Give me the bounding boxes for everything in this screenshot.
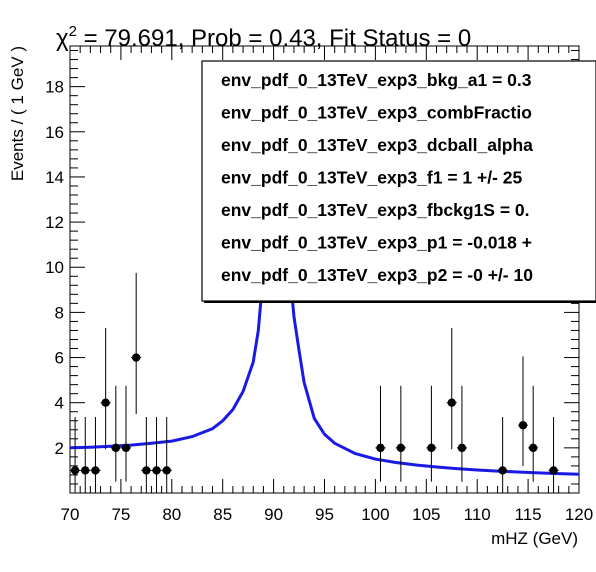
- legend-entry: env_pdf_0_13TeV_exp3_f1 = 1 +/- 25: [221, 168, 523, 188]
- data-point: [81, 466, 89, 474]
- y-tick-label: 10: [45, 258, 64, 277]
- legend-shadow: [204, 301, 596, 303]
- legend-entry: env_pdf_0_13TeV_exp3_bkg_a1 = 0.3: [221, 70, 532, 90]
- data-point: [376, 444, 384, 452]
- data-point: [458, 444, 466, 452]
- data-point: [91, 466, 99, 474]
- x-tick-label: 105: [412, 505, 440, 524]
- data-point: [152, 466, 160, 474]
- x-tick-label: 110: [464, 505, 491, 524]
- legend-entry: env_pdf_0_13TeV_exp3_fbckg1S = 0.: [221, 200, 530, 220]
- legend-entry: env_pdf_0_13TeV_exp3_dcball_alpha: [221, 135, 533, 155]
- x-axis-label: mHZ (GeV): [491, 529, 578, 548]
- x-tick-label: 80: [162, 505, 181, 524]
- data-point: [427, 444, 435, 452]
- y-tick-label: 14: [45, 168, 64, 187]
- data-point: [498, 466, 506, 474]
- x-tick-label: 115: [515, 505, 542, 524]
- data-point: [132, 353, 140, 361]
- x-tick-label: 120: [565, 505, 593, 524]
- y-tick-label: 18: [45, 78, 64, 97]
- legend-entry: env_pdf_0_13TeV_exp3_p2 = -0 +/- 10: [221, 265, 533, 285]
- y-tick-label: 4: [55, 394, 64, 413]
- data-point: [112, 444, 120, 452]
- legend-entry: env_pdf_0_13TeV_exp3_p1 = -0.018 +: [221, 233, 532, 253]
- data-point: [397, 444, 405, 452]
- y-tick-labels: 2 4 6 8 10 12 14 16 18: [45, 78, 64, 458]
- data-point: [142, 466, 150, 474]
- y-axis-label: Events / ( 1 GeV ): [8, 46, 27, 181]
- x-tick-label: 95: [315, 505, 334, 524]
- data-point: [101, 398, 109, 406]
- data-point: [549, 466, 557, 474]
- y-tick-label: 16: [45, 123, 64, 142]
- data-point: [529, 444, 537, 452]
- x-tick-label: 70: [61, 505, 80, 524]
- x-tick-label: 75: [111, 505, 130, 524]
- legend: env_pdf_0_13TeV_exp3_bkg_a1 = 0.3 env_pdf…: [202, 61, 596, 303]
- y-tick-label: 12: [45, 213, 64, 232]
- y-tick-label: 6: [55, 349, 64, 368]
- chart-title-chi: χ: [56, 25, 69, 52]
- legend-entry: env_pdf_0_13TeV_exp3_combFractio: [221, 103, 532, 123]
- y-tick-label: 2: [55, 439, 64, 458]
- x-tick-label: 85: [213, 505, 232, 524]
- data-points-group: [70, 273, 558, 493]
- x-tick-labels: 70 75 80 85 90 95 100 105 110 115 120: [61, 505, 594, 524]
- data-point: [163, 466, 171, 474]
- x-tick-label: 100: [361, 505, 389, 524]
- data-point: [519, 421, 527, 429]
- data-point: [122, 444, 130, 452]
- data-point: [448, 398, 456, 406]
- chart-title-superscript: 2: [69, 23, 77, 40]
- y-tick-label: 8: [55, 303, 64, 322]
- data-point: [71, 466, 79, 474]
- x-tick-label: 90: [264, 505, 283, 524]
